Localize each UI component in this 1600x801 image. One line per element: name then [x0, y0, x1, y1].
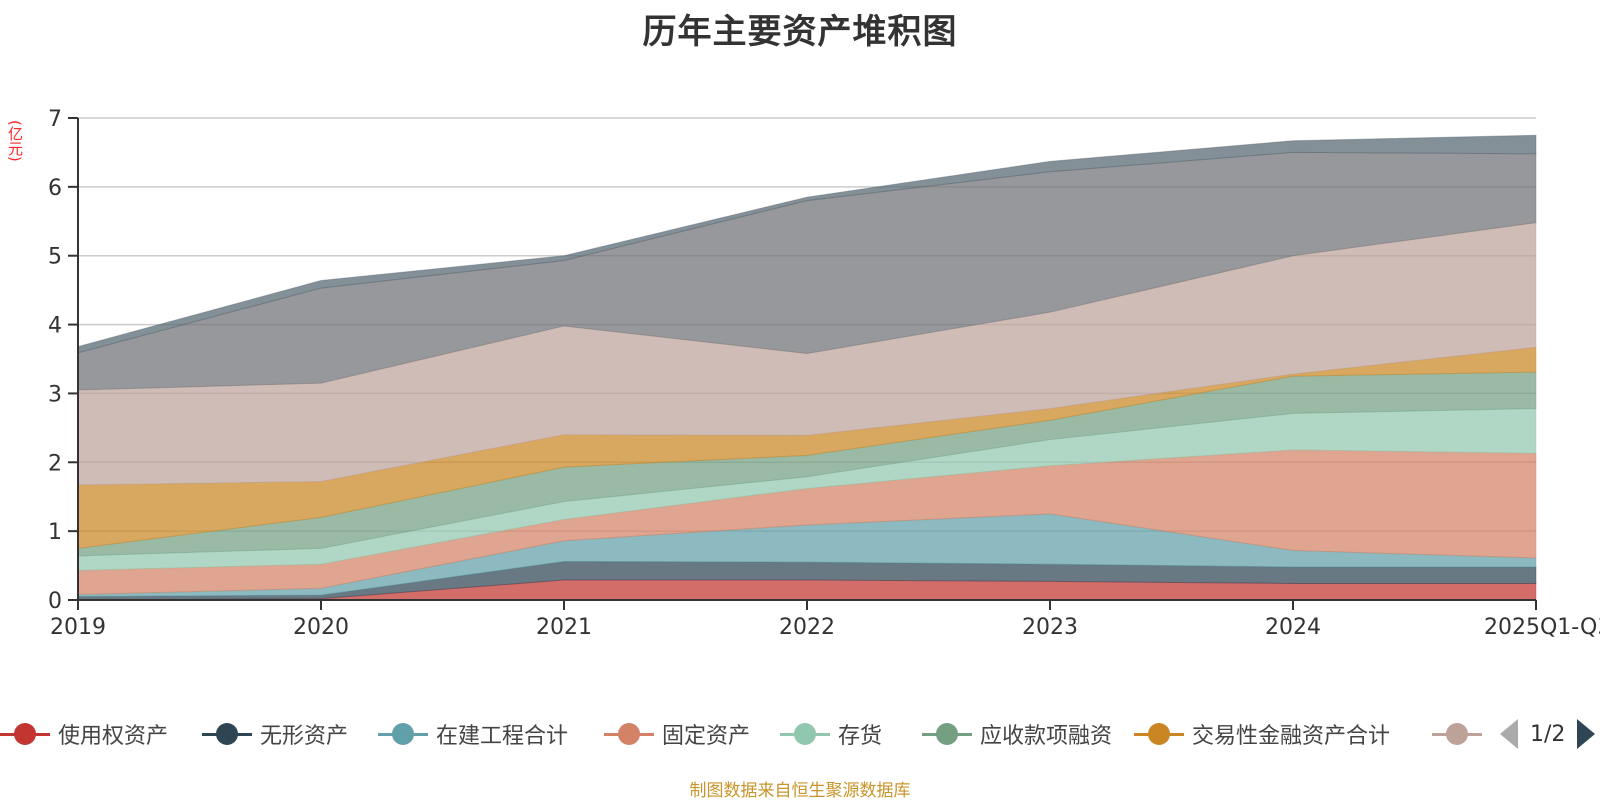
- y-tick-label: 3: [48, 382, 62, 407]
- legend-marker-icon: [378, 716, 428, 752]
- y-axis-unit-label: (亿元): [6, 120, 24, 162]
- legend-marker-icon: [604, 716, 654, 752]
- legend-item[interactable]: 交易性金融资产合计: [1134, 716, 1390, 752]
- legend-label: 固定资产: [662, 724, 751, 749]
- legend-item[interactable]: 使用权资产: [0, 716, 168, 752]
- legend-label: 无形资产: [260, 724, 349, 749]
- x-tick-label: 2021: [536, 615, 592, 640]
- legend-marker-icon: [780, 716, 830, 752]
- data-source-note: 制图数据来自恒生聚源数据库: [689, 781, 911, 801]
- area-series-3[interactable]: [77, 513, 1537, 598]
- triangle-left-icon[interactable]: [1500, 719, 1518, 749]
- x-tick-label: 2022: [779, 615, 835, 640]
- legend-marker-icon: [1134, 716, 1184, 752]
- legend-label: 应收款项融资: [980, 724, 1113, 749]
- x-tick-label: 2019: [50, 615, 106, 640]
- y-tick-label: 0: [48, 589, 62, 614]
- area-series-2[interactable]: [77, 560, 1537, 601]
- legend-label: 存货: [838, 724, 883, 749]
- stacked-area-chart: 0 1 2 3 4 5 6 7 2019 2020 2021 2022 2023 2024 2025Q1-…: [48, 107, 1600, 640]
- legend-label: 在建工程合计: [436, 724, 569, 749]
- legend-marker-icon: [0, 716, 50, 752]
- legend-item[interactable]: 在建工程合计: [378, 716, 568, 752]
- legend-label: 交易性金融资产合计: [1192, 724, 1391, 749]
- legend-item[interactable]: 存货: [780, 716, 882, 752]
- y-tick-label: 5: [48, 245, 62, 270]
- y-tick-label: 1: [48, 520, 62, 545]
- x-tick-label: 2020: [293, 615, 349, 640]
- area-series-6[interactable]: [77, 371, 1537, 557]
- legend-marker-icon: [202, 716, 252, 752]
- legend-marker-icon: [922, 716, 972, 752]
- area-series-10[interactable]: [77, 134, 1537, 354]
- legend-item[interactable]: 应收款项融资: [922, 716, 1112, 752]
- x-tick-label: 2025Q1-Q3: [1484, 615, 1600, 640]
- triangle-right-icon[interactable]: [1577, 719, 1596, 749]
- y-tick-label: 6: [48, 176, 62, 201]
- chart-title: 历年主要资产堆积图: [642, 12, 958, 52]
- legend-item[interactable]: [1432, 716, 1482, 752]
- legend-marker-icon: [1432, 716, 1482, 752]
- y-tick-label: 4: [48, 314, 62, 339]
- area-series-8[interactable]: [77, 222, 1537, 486]
- x-tick-label: 2024: [1265, 615, 1321, 640]
- x-tick-label: 2023: [1022, 615, 1078, 640]
- legend-item[interactable]: 固定资产: [604, 716, 750, 752]
- y-tick-label: 7: [48, 107, 62, 132]
- legend-page-indicator: 1/2: [1530, 721, 1566, 747]
- legend: 使用权资产 无形资产 在建工程合计 固定资产 存货 应收款项融资 交易性金融资产合计: [0, 716, 1600, 752]
- x-axis-ticks: 2019 2020 2021 2022 2023 2024 2025Q1-Q3: [50, 600, 1600, 640]
- area-series-group: [77, 134, 1537, 601]
- y-tick-label: 2: [48, 451, 62, 476]
- legend-item[interactable]: 无形资产: [202, 716, 348, 752]
- y-axis-ticks: 0 1 2 3 4 5 6 7: [48, 107, 78, 614]
- legend-label: 使用权资产: [58, 724, 169, 749]
- legend-pager: 1/2: [1500, 716, 1596, 752]
